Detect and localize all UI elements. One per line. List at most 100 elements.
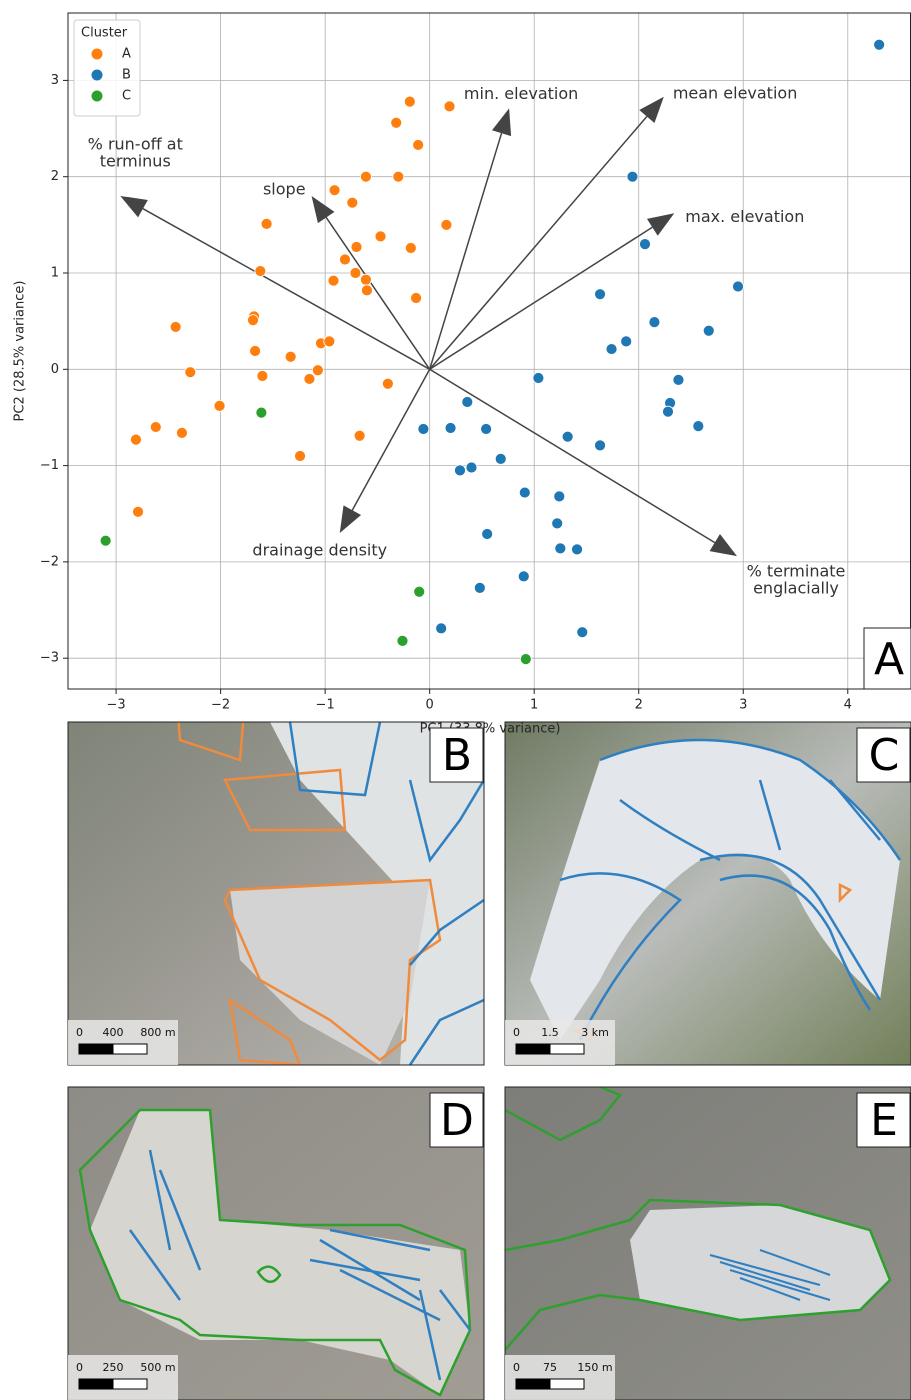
panel-label-box	[856, 1092, 911, 1148]
legend-marker	[91, 69, 103, 81]
scale-label: 400	[103, 1026, 124, 1039]
point	[213, 399, 226, 412]
point	[480, 423, 493, 435]
point	[873, 38, 886, 51]
y-tick-label: 3	[51, 73, 59, 88]
point	[518, 486, 531, 499]
arrow-head	[639, 96, 664, 124]
scale-bar	[515, 1043, 551, 1055]
legend-label: A	[122, 47, 131, 62]
map-frame	[67, 1086, 485, 1400]
point	[494, 452, 507, 465]
point	[260, 217, 273, 230]
panel-label: A	[874, 634, 904, 685]
point	[403, 95, 416, 108]
point	[576, 626, 589, 639]
loading-arrow	[142, 208, 431, 370]
point	[184, 366, 197, 379]
scale-label: 500 m	[140, 1361, 175, 1374]
point	[532, 372, 545, 384]
scale-label: 250	[103, 1361, 124, 1374]
scale-bar	[549, 1043, 585, 1055]
point	[639, 238, 651, 251]
map-panel: B 0 400 800 m	[67, 721, 485, 1066]
loading-arrow	[325, 217, 431, 370]
x-tick-label: −1	[316, 698, 335, 713]
point	[454, 464, 466, 477]
point	[350, 241, 363, 253]
point	[553, 490, 566, 503]
loading-arrow	[428, 132, 503, 370]
point	[374, 230, 387, 243]
point	[443, 100, 456, 113]
point	[254, 265, 267, 277]
point	[255, 406, 268, 419]
point	[561, 430, 574, 443]
y-tick-label: 0	[51, 362, 59, 377]
point	[130, 433, 142, 446]
legend: Cluster ABC	[73, 19, 141, 117]
map-frame	[67, 721, 485, 1066]
point	[672, 373, 685, 386]
point	[132, 505, 144, 518]
point	[551, 517, 564, 530]
arrow-label: % terminate	[747, 562, 846, 581]
legend-marker	[91, 90, 103, 102]
point	[361, 284, 373, 297]
arrow-label: min. elevation	[464, 84, 578, 103]
panel-label-box	[429, 727, 484, 783]
point	[571, 543, 583, 556]
arrow-head	[339, 505, 362, 533]
point	[517, 570, 530, 583]
x-tick-label: −3	[106, 698, 125, 713]
scale-label: 75	[543, 1361, 557, 1374]
point	[353, 429, 366, 442]
point	[99, 534, 112, 547]
panel-label: B	[442, 730, 472, 781]
point	[404, 242, 417, 254]
scale-label: 3 km	[581, 1026, 609, 1039]
panel-label: C	[869, 730, 900, 781]
scale-bar	[515, 1378, 551, 1390]
arrow-label: englacially	[753, 579, 839, 598]
point	[465, 461, 478, 474]
scale-box	[505, 1355, 615, 1400]
point	[410, 292, 422, 304]
point	[662, 405, 674, 418]
x-tick-label: 0	[426, 698, 434, 713]
map-image	[68, 722, 484, 1065]
map-panel: D 0 250 500 m	[67, 1086, 485, 1400]
scale-box	[505, 1020, 615, 1065]
point	[473, 581, 486, 594]
y-tick-label: −2	[40, 554, 59, 569]
arrow-label: max. elevation	[685, 207, 804, 226]
point	[256, 370, 269, 382]
y-tick-label: 1	[51, 266, 59, 281]
point	[284, 350, 297, 363]
point	[605, 343, 618, 355]
point	[702, 324, 715, 337]
point	[149, 421, 162, 433]
point	[417, 423, 430, 435]
point	[294, 450, 306, 462]
point	[249, 345, 262, 357]
point	[481, 528, 494, 540]
scale-label: 0	[76, 1026, 83, 1039]
point	[732, 280, 744, 293]
scale-label: 1.5	[541, 1026, 559, 1039]
point	[594, 288, 606, 301]
arrow-label: terminus	[100, 151, 171, 170]
x-tick-label: 3	[739, 698, 747, 713]
arrow-label: % run-off at	[88, 134, 183, 153]
point	[620, 335, 633, 348]
scale-box	[68, 1355, 178, 1400]
point	[323, 335, 336, 348]
panel-label-box	[429, 1092, 484, 1148]
x-tick-label: 4	[844, 698, 852, 713]
point	[435, 622, 448, 635]
point	[392, 170, 405, 183]
legend-label: B	[122, 68, 131, 83]
